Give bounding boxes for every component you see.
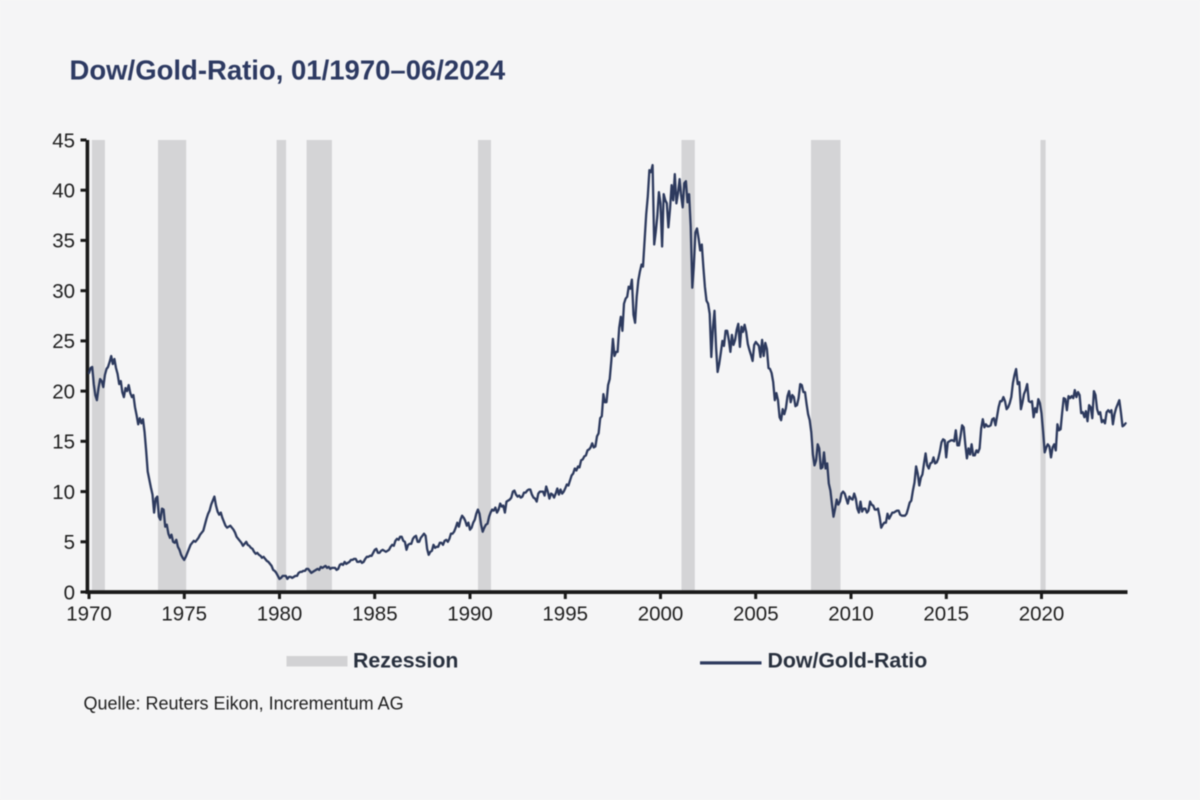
- svg-text:2015: 2015: [923, 602, 969, 625]
- svg-text:1975: 1975: [161, 602, 207, 625]
- svg-text:40: 40: [52, 180, 75, 203]
- svg-text:5: 5: [64, 531, 75, 554]
- svg-text:1990: 1990: [447, 602, 493, 625]
- svg-text:25: 25: [52, 330, 75, 353]
- svg-text:1985: 1985: [352, 602, 398, 625]
- svg-text:15: 15: [52, 431, 75, 454]
- svg-text:30: 30: [52, 280, 75, 303]
- svg-text:Dow/Gold-Ratio: Dow/Gold-Ratio: [768, 649, 928, 673]
- svg-text:1970: 1970: [66, 602, 112, 625]
- svg-text:2020: 2020: [1019, 602, 1065, 625]
- svg-text:20: 20: [52, 380, 75, 403]
- svg-text:45: 45: [52, 129, 75, 152]
- svg-text:Quelle: Reuters Eikon, Increme: Quelle: Reuters Eikon, Incrementum AG: [84, 694, 404, 714]
- svg-text:35: 35: [52, 230, 75, 253]
- svg-text:Dow/Gold-Ratio, 01/1970–06/202: Dow/Gold-Ratio, 01/1970–06/2024: [70, 54, 506, 85]
- svg-text:1995: 1995: [542, 602, 588, 625]
- svg-text:1980: 1980: [257, 602, 303, 625]
- svg-text:2000: 2000: [638, 602, 684, 625]
- svg-text:10: 10: [52, 481, 75, 504]
- svg-text:2010: 2010: [828, 602, 874, 625]
- svg-text:Rezession: Rezession: [353, 649, 458, 673]
- svg-text:0: 0: [64, 581, 75, 604]
- svg-text:2005: 2005: [733, 602, 779, 625]
